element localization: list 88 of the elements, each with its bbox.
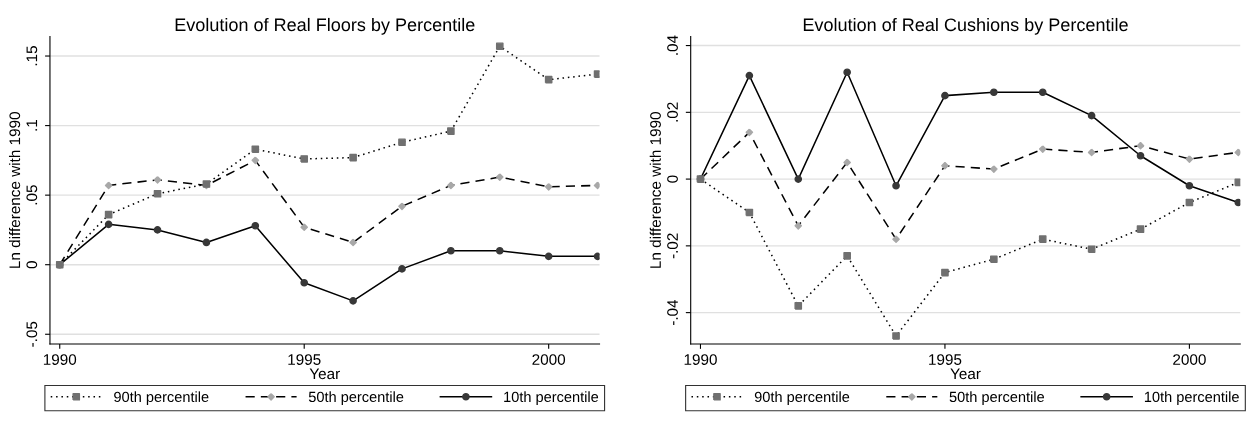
y-tick-label: -.02 xyxy=(667,233,678,259)
point xyxy=(447,127,455,135)
point xyxy=(495,246,504,255)
point xyxy=(1038,235,1047,244)
point xyxy=(1038,88,1047,97)
point xyxy=(544,182,553,191)
chart-title: Evolution of Real Cushions by Percentile xyxy=(803,17,1128,35)
x-tick-label: 1990 xyxy=(43,354,77,365)
y-tick-label: 0 xyxy=(26,261,38,269)
x-tick-label: 1990 xyxy=(684,354,717,365)
point xyxy=(495,173,504,181)
chart-title: Evolution of Real Floors by Percentile xyxy=(175,17,475,35)
point xyxy=(1136,151,1145,160)
y-tick-label: -.04 xyxy=(667,299,678,326)
point xyxy=(495,42,504,51)
legend-label: 10th percentile xyxy=(1144,391,1239,405)
legend-label: 90th percentile xyxy=(114,391,209,405)
point xyxy=(941,161,949,170)
point xyxy=(892,235,900,244)
point xyxy=(794,175,803,183)
point xyxy=(843,252,851,260)
point xyxy=(349,153,357,162)
x-tick-label: 2000 xyxy=(532,354,566,365)
x-axis-title: Year xyxy=(950,368,981,380)
legend-label: 90th percentile xyxy=(754,391,850,405)
point xyxy=(251,221,260,230)
point xyxy=(990,255,998,264)
legend-label: 10th percentile xyxy=(504,391,599,405)
point xyxy=(300,223,309,231)
point xyxy=(1087,245,1096,254)
point xyxy=(447,246,455,255)
point xyxy=(794,222,803,230)
point xyxy=(941,268,949,277)
point xyxy=(1185,181,1194,190)
point xyxy=(398,202,406,211)
point xyxy=(1087,148,1096,157)
point xyxy=(1087,111,1096,120)
point xyxy=(990,165,998,173)
point xyxy=(398,265,406,273)
point xyxy=(104,181,113,190)
point xyxy=(1234,148,1241,157)
point xyxy=(1234,198,1241,207)
point xyxy=(1038,145,1047,153)
point xyxy=(398,138,406,147)
point xyxy=(990,88,998,97)
point xyxy=(447,181,455,190)
y-tick-label: -.05 xyxy=(26,321,38,347)
point xyxy=(153,226,162,234)
point xyxy=(202,238,211,247)
y-axis-title: Ln difference with 1990 xyxy=(8,112,21,268)
y-axis-title: Ln difference with 1990 xyxy=(649,112,661,268)
point xyxy=(104,220,113,229)
point xyxy=(843,68,851,77)
x-tick-label: 1995 xyxy=(929,354,962,365)
legend-label: 50th percentile xyxy=(949,391,1045,405)
point xyxy=(300,278,309,287)
point xyxy=(892,181,900,190)
point xyxy=(941,91,949,100)
point xyxy=(1185,155,1194,163)
point xyxy=(153,189,162,198)
point xyxy=(593,70,600,78)
legend-label: 50th percentile xyxy=(308,391,404,405)
point xyxy=(153,176,162,184)
point xyxy=(843,158,851,167)
point xyxy=(349,297,357,305)
point xyxy=(251,145,260,154)
y-tick-label: .15 xyxy=(26,46,38,66)
point xyxy=(300,155,309,163)
point xyxy=(349,238,357,247)
y-tick-label: .1 xyxy=(26,119,38,131)
y-tick-label: 0 xyxy=(667,175,678,183)
y-tick-label: .04 xyxy=(667,35,678,55)
point xyxy=(745,71,754,80)
y-tick-label: .02 xyxy=(667,102,678,122)
point xyxy=(251,156,260,165)
point xyxy=(1136,225,1145,233)
point xyxy=(593,181,600,190)
point xyxy=(593,252,600,261)
x-axis-title: Year xyxy=(309,368,340,380)
point xyxy=(794,302,803,310)
point xyxy=(544,252,553,261)
point xyxy=(1136,141,1145,150)
point xyxy=(745,128,754,137)
x-tick-label: 1995 xyxy=(288,354,321,365)
point xyxy=(1234,178,1241,187)
x-tick-label: 2000 xyxy=(1173,354,1206,365)
point xyxy=(892,332,900,340)
y-tick-label: .05 xyxy=(26,185,38,205)
